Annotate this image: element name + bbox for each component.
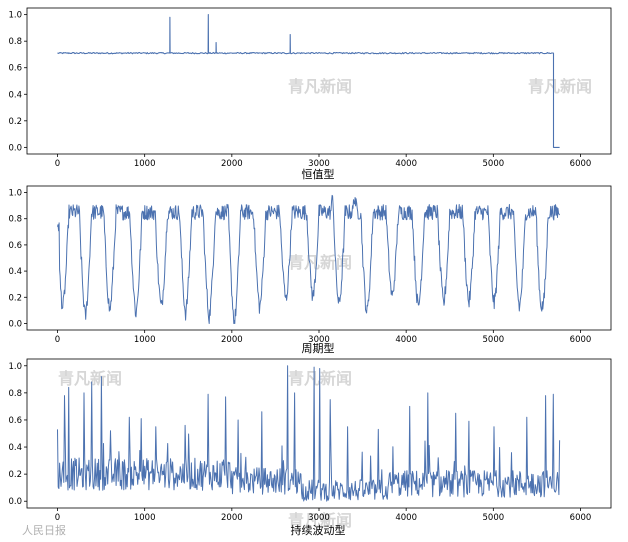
x-tick-label: 4000 [395,159,417,169]
x-tick-label: 0 [55,335,60,345]
y-tick-label: 0.0 [8,143,22,153]
x-tick-label: 6000 [570,335,592,345]
series-line [57,365,561,502]
x-tick-label: 4000 [395,335,417,345]
series-line [57,194,561,324]
x-tick-label: 6000 [570,159,592,169]
credit-watermark: 人民日报 [22,523,66,537]
x-tick-label: 5000 [483,335,505,345]
x-tick-label: 4000 [395,513,417,523]
brand-watermark: 青凡新闻 [288,511,352,530]
x-tick-label: 1000 [134,159,156,169]
x-tick-label: 5000 [483,159,505,169]
brand-watermark: 青凡新闻 [288,77,352,96]
y-tick-label: 0.2 [8,117,22,127]
x-tick-label: 1000 [134,335,156,345]
y-tick-label: 1.0 [8,362,22,372]
y-tick-label: 0.8 [8,215,22,225]
x-tick-label: 2000 [221,159,243,169]
y-tick-label: 0.8 [8,37,22,47]
y-tick-label: 0.4 [8,90,22,100]
subplot-constant: 0 1000 2000 3000 4000 5000 6000 0.0 0.2 0.4 0.6 0.8… [8,7,612,169]
subplot-periodic: 0 1000 2000 3000 4000 5000 6000 0.0 0.2 0.4 0.6 0.8… [8,185,612,345]
xlabel-constant: 恒值型 [302,167,335,181]
x-tick-label: 0 [55,513,60,523]
y-tick-label: 0.2 [8,470,22,480]
y-tick-label: 0.4 [8,267,22,277]
y-tick-label: 0.8 [8,389,22,399]
y-tick-label: 0.2 [8,293,22,303]
y-tick-label: 0.4 [8,443,22,453]
y-tick-label: 0.6 [8,241,22,251]
subplot-fluctuating: 0 1000 2000 3000 4000 5000 6000 0.0 0.2 0.4 0.6 0.8… [8,358,612,523]
y-tick-label: 0.6 [8,64,22,74]
y-tick-label: 0.0 [8,497,22,507]
brand-watermark: 青凡新闻 [528,77,592,96]
x-tick-label: 3000 [308,513,330,523]
x-tick-label: 1000 [134,513,156,523]
xlabel-periodic: 周期型 [302,341,335,355]
x-tick-label: 2000 [221,335,243,345]
x-tick-label: 0 [55,159,60,169]
y-tick-label: 1.0 [8,11,22,21]
x-tick-label: 5000 [483,513,505,523]
y-tick-label: 0.6 [8,416,22,426]
xlabel-fluctuating: 持续波动型 [291,523,346,537]
x-tick-label: 6000 [570,513,592,523]
y-tick-label: 1.0 [8,189,22,199]
y-tick-label: 0.0 [8,319,22,329]
series-line [57,14,560,148]
brand-watermark: 青凡新闻 [58,369,122,388]
x-tick-label: 3000 [308,159,330,169]
x-tick-label: 2000 [221,513,243,523]
x-tick-label: 3000 [308,335,330,345]
